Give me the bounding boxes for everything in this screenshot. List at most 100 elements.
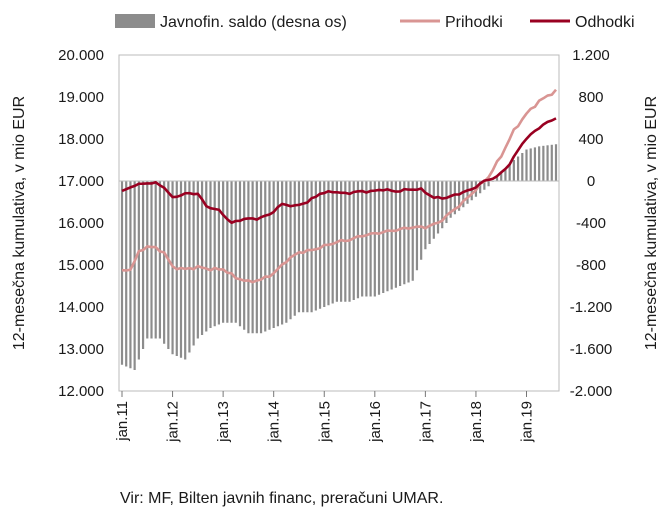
saldo-bar: [554, 144, 558, 181]
saldo-bar: [213, 181, 216, 327]
saldo-bar: [251, 181, 254, 334]
saldo-bar: [120, 181, 124, 365]
saldo-bar: [407, 181, 410, 283]
x-axis: jan.11 jan.12 jan.13 jan.14 jan.15 jan.16 jan.…: [114, 391, 536, 443]
saldo-bar: [327, 181, 330, 306]
prihodki-line: [121, 88, 557, 284]
y-left-tick-label: 12.000: [58, 383, 104, 400]
saldo-bar: [238, 181, 242, 327]
y-axis-left-title: 12-mesečna kumulativa, v mio EUR: [11, 96, 28, 350]
saldo-bar: [272, 181, 275, 328]
saldo-bar: [230, 181, 233, 323]
saldo-bar: [289, 181, 292, 320]
saldo-bar: [428, 181, 431, 244]
saldo-bar: [255, 181, 258, 334]
saldo-bar: [125, 181, 128, 367]
saldo-bar: [314, 181, 317, 311]
saldo-bar: [285, 181, 288, 323]
saldo-bar: [403, 181, 406, 285]
saldo-bar: [529, 148, 532, 181]
saldo-bar: [306, 181, 309, 313]
saldo-bar: [479, 181, 482, 194]
legend: Javnofin. saldo (desna os) Prihodki Odho…: [115, 14, 635, 31]
x-tick-label: jan.12: [165, 401, 182, 443]
saldo-bar: [154, 181, 157, 339]
y-left-tick-label: 20.000: [58, 47, 104, 64]
odhodki-line: [121, 117, 557, 225]
saldo-bar: [436, 181, 440, 234]
saldo-bar: [411, 181, 414, 281]
saldo-bar: [205, 181, 208, 332]
saldo-bar: [150, 181, 153, 339]
saldo-bar: [356, 181, 360, 299]
saldo-bar: [394, 181, 397, 288]
saldo-bar: [449, 181, 452, 218]
x-tick-label: jan.16: [367, 401, 384, 443]
y-right-tick-label: -2.000: [570, 383, 613, 400]
saldo-bar: [141, 181, 145, 349]
saldo-bar: [550, 144, 553, 181]
saldo-bar: [424, 181, 427, 250]
saldo-bar: [184, 181, 187, 360]
y-left-tick-label: 13.000: [58, 341, 104, 358]
saldo-bar: [226, 181, 229, 323]
saldo-bar: [508, 164, 511, 181]
y-right-tick-label: 1.200: [572, 47, 610, 64]
y-left-tick-label: 19.000: [58, 89, 104, 106]
saldo-bar: [222, 181, 225, 323]
saldo-bar: [188, 181, 191, 353]
legend-marker-saldo: [115, 14, 155, 28]
saldo-bar: [512, 160, 515, 181]
saldo-bar: [504, 168, 507, 181]
saldo-bar: [293, 181, 296, 316]
x-tick-label: jan.14: [266, 401, 283, 443]
y-right-tick-label: -1.200: [570, 299, 613, 316]
saldo-bar: [525, 149, 528, 181]
saldo-bar: [487, 181, 490, 187]
saldo-bar: [462, 181, 465, 208]
y-axis-right-title: 12-mesečna kumulativa, v mio EUR: [643, 96, 660, 350]
legend-label-odhodki: Odhodki: [575, 14, 635, 31]
plot-frame: [118, 54, 560, 392]
saldo-bar: [445, 181, 448, 223]
saldo-bar: [297, 181, 301, 313]
saldo-bar: [276, 181, 279, 327]
saldo-bar: [542, 145, 545, 181]
saldo-bar: [247, 181, 250, 334]
saldo-bar: [192, 181, 195, 346]
saldo-bar: [209, 181, 212, 328]
saldo-bar: [137, 181, 140, 360]
saldo-bar: [281, 181, 284, 325]
saldo-bar: [369, 181, 372, 297]
saldo-bar: [318, 181, 322, 309]
saldo-bar: [373, 181, 376, 297]
saldo-bar: [538, 146, 541, 181]
x-tick-label: jan.18: [468, 401, 485, 443]
source-note: Vir: MF, Bilten javnih financ, preračuni…: [120, 490, 444, 507]
series-lines: [121, 88, 557, 284]
y-right-tick-label: 0: [587, 173, 595, 190]
y-left-tick-label: 18.000: [58, 131, 104, 148]
legend-label-prihodki: Prihodki: [445, 14, 503, 31]
saldo-bar: [453, 181, 456, 215]
saldo-bar: [331, 181, 334, 304]
x-tick-label: jan.15: [316, 401, 333, 443]
y-left-tick-label: 16.000: [58, 215, 104, 232]
saldo-bar: [158, 181, 162, 339]
saldo-bar: [533, 147, 537, 181]
saldo-bar: [495, 177, 499, 181]
saldo-bar: [163, 181, 166, 344]
saldo-bar: [200, 181, 204, 335]
saldo-bar: [259, 181, 263, 334]
y-axis-left: 12.000 13.000 14.000 15.000 16.000 17.000 18.0…: [58, 47, 104, 400]
x-tick-label: jan.13: [215, 401, 232, 443]
saldo-bar: [196, 181, 199, 339]
y-axis-right: -2.000 -1.600 -1.200 -800 -400 0 400 800 1.200: [570, 47, 613, 400]
saldo-bar: [399, 181, 402, 286]
saldo-bar: [167, 181, 170, 349]
saldo-bar: [546, 145, 549, 181]
y-left-tick-label: 17.000: [58, 173, 104, 190]
saldo-bar: [217, 181, 221, 325]
saldo-bar: [386, 181, 389, 292]
